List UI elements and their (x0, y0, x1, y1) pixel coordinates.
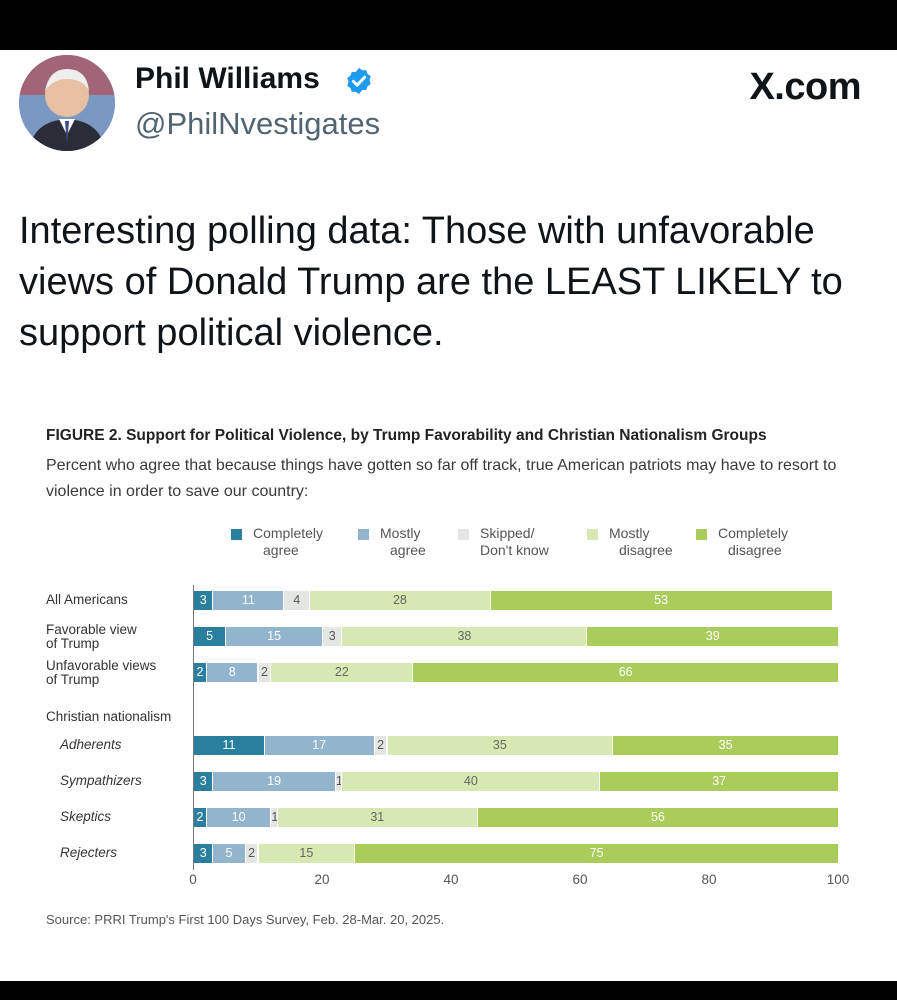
legend-swatch (696, 529, 707, 540)
bar-segment: 3 (323, 627, 343, 646)
legend-label: Mostly disagree (609, 525, 673, 558)
bar-segment: 1 (335, 772, 343, 791)
bar-segment: 17 (264, 736, 375, 755)
tweet-text: Interesting polling data: Those with unf… (19, 210, 843, 354)
row-label: All Americans (46, 592, 128, 607)
bar-segment: 15 (258, 844, 356, 863)
verified-badge-icon (347, 67, 371, 95)
bar-segment: 75 (355, 844, 839, 863)
bar-segment: 37 (600, 772, 839, 791)
bar-segment: 2 (194, 808, 207, 827)
bar-segment: 39 (587, 627, 839, 646)
bar-segment: 35 (613, 736, 839, 755)
bar-segment: 5 (194, 627, 227, 646)
x-tick-label: 40 (443, 872, 459, 887)
legend-label: Mostly agree (380, 525, 426, 558)
site-logo: X.com (749, 66, 861, 108)
row-label: Unfavorable views of Trump (46, 658, 157, 687)
figure: FIGURE 2. Support for Political Violence… (0, 415, 897, 935)
bottom-black-bar (0, 981, 897, 1000)
row-label: Sympathizers (60, 773, 142, 788)
legend-label: Completely agree (253, 525, 324, 558)
group-label: Christian nationalism (46, 709, 172, 724)
bar-segment: 53 (490, 591, 833, 610)
figure-title: FIGURE 2. Support for Political Violence… (46, 427, 767, 444)
figure-subtitle: Percent who agree that because things ha… (46, 457, 837, 500)
x-tick-label: 0 (189, 872, 197, 887)
bar-segment: 10 (206, 808, 272, 827)
legend-swatch (231, 529, 242, 540)
bar-segment: 11 (213, 591, 285, 610)
top-black-bar (0, 0, 897, 50)
author-name[interactable]: Phil Williams (135, 62, 320, 95)
bar-segment: 3 (194, 844, 214, 863)
bar-segment: 2 (374, 736, 388, 755)
x-tick-label: 60 (572, 872, 588, 887)
bar-segment: 3 (194, 591, 214, 610)
bar-segment: 35 (387, 736, 614, 755)
bar-segment: 2 (258, 663, 272, 682)
x-tick-label: 80 (701, 872, 717, 887)
legend-label: Skipped/Don't know (480, 525, 549, 558)
author-avatar[interactable] (19, 55, 115, 151)
bar-segment: 4 (284, 591, 311, 610)
legend-swatch (587, 529, 598, 540)
bar-segment: 2 (194, 663, 207, 682)
x-tick-label: 100 (826, 872, 850, 887)
avatar-photo-icon (19, 55, 115, 151)
bar-segment: 19 (213, 772, 336, 791)
bar-segment: 2 (245, 844, 259, 863)
author-handle[interactable]: @PhilNvestigates (135, 106, 381, 141)
bar-segment: 3 (194, 772, 214, 791)
row-label: Adherents (60, 737, 122, 752)
bar-segment: 5 (213, 844, 246, 863)
legend-swatch (458, 529, 469, 540)
bar-segment: 38 (342, 627, 588, 646)
bar-segment: 28 (310, 591, 491, 610)
x-tick-label: 20 (314, 872, 330, 887)
row-label: Favorable view of Trump (46, 622, 137, 651)
y-axis-line (193, 585, 194, 870)
bar-segment: 11 (194, 736, 265, 755)
bar-segment: 31 (277, 808, 478, 827)
bar-segment: 56 (477, 808, 839, 827)
bar-segment: 15 (226, 627, 323, 646)
bar-segment: 66 (413, 663, 839, 682)
row-label: Skeptics (60, 809, 112, 824)
figure-source: Source: PRRI Trump's First 100 Days Surv… (46, 912, 445, 927)
bar-segment: 22 (271, 663, 414, 682)
bar-segment: 40 (342, 772, 601, 791)
legend-swatch (358, 529, 369, 540)
bar-segment: 8 (206, 663, 259, 682)
bar-segment: 1 (271, 808, 278, 827)
legend-label: Completely disagree (718, 525, 789, 558)
row-label: Rejecters (60, 845, 118, 860)
